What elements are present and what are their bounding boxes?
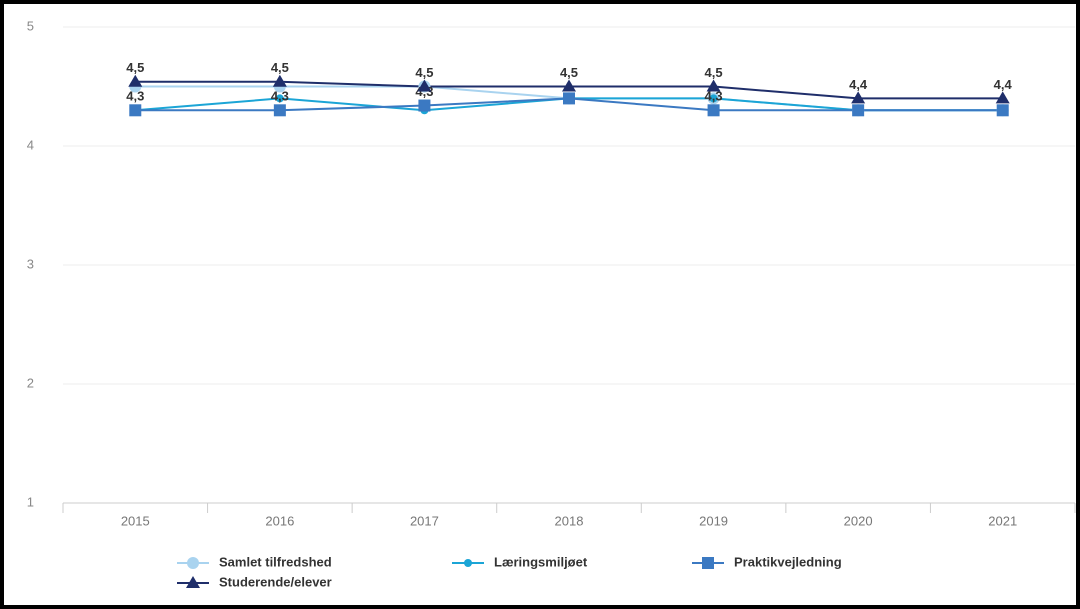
y-tick-label: 1 — [27, 494, 34, 509]
marker — [417, 79, 432, 92]
data-label: 4,5 — [415, 65, 433, 80]
data-label: 4,4 — [849, 77, 868, 92]
legend-label: Praktikvejledning — [734, 554, 842, 569]
marker — [709, 94, 718, 103]
marker — [706, 79, 721, 92]
marker — [562, 79, 576, 92]
marker — [128, 74, 143, 87]
data-label: 4,4 — [994, 77, 1013, 92]
legend-label: Studerende/elever — [219, 574, 332, 589]
y-tick-label: 3 — [27, 256, 34, 271]
x-tick-label: 2016 — [265, 513, 294, 528]
data-label: 4,5 — [705, 65, 723, 80]
marker — [996, 104, 1009, 117]
marker — [273, 104, 286, 117]
marker — [995, 91, 1010, 104]
x-tick-label: 2020 — [844, 513, 873, 528]
data-label: 4,5 — [271, 60, 289, 75]
x-tick-label: 2015 — [121, 513, 150, 528]
data-label: 4,5 — [560, 65, 578, 80]
legend-label: Samlet tilfredshed — [219, 554, 332, 569]
x-tick-label: 2021 — [988, 513, 1017, 528]
x-tick-label: 2018 — [555, 513, 584, 528]
marker — [851, 91, 866, 104]
marker — [272, 74, 287, 87]
legend-marker — [187, 557, 199, 569]
legend-label: Læringsmiljøet — [494, 554, 588, 569]
marker — [129, 104, 142, 117]
y-tick-label: 2 — [27, 375, 34, 390]
marker — [852, 104, 865, 117]
data-label: 4,5 — [126, 60, 144, 75]
data-label: 4,3 — [705, 89, 723, 104]
x-tick-label: 2019 — [699, 513, 728, 528]
marker — [418, 99, 431, 112]
legend-marker — [702, 557, 714, 569]
data-label: 4,3 — [126, 89, 144, 104]
marker — [275, 94, 284, 103]
data-label: 4,3 — [271, 89, 289, 104]
y-tick-label: 4 — [27, 137, 34, 152]
legend-marker — [186, 576, 200, 588]
marker — [707, 104, 720, 117]
y-tick-label: 5 — [27, 18, 34, 33]
marker — [563, 92, 575, 105]
x-tick-label: 2017 — [410, 513, 439, 528]
legend-marker — [464, 559, 472, 567]
